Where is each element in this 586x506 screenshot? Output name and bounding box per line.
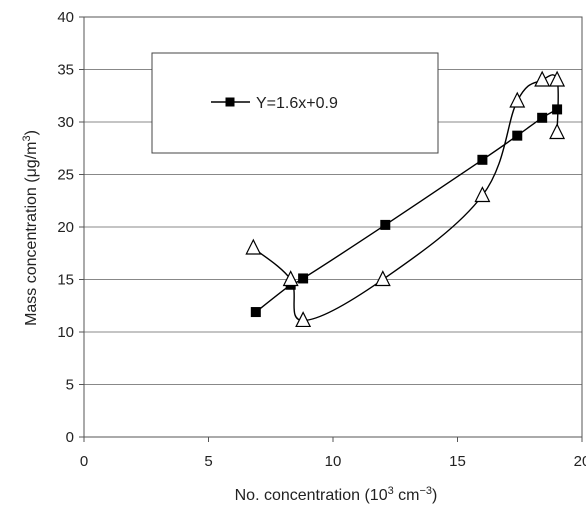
series-1-point [282, 270, 299, 287]
x-tick-label: 0 [80, 453, 88, 470]
series-1-point [245, 238, 262, 255]
x-axis-ticks: 0 5 10 15 20 [80, 437, 586, 470]
y-tick-label: 30 [57, 114, 74, 131]
y-tick-label: 10 [57, 324, 74, 341]
legend-marker-square [225, 97, 235, 107]
x-axis-title: No. concentration (103 cm−3) [235, 485, 438, 504]
y-tick-label: 40 [57, 9, 74, 26]
x-tick-label: 5 [204, 453, 212, 470]
y-axis-title: Mass concentration (μg/m3) [21, 130, 40, 326]
x-tick-label: 20 [574, 453, 586, 470]
series-0-point [512, 130, 523, 141]
y-tick-label: 20 [57, 219, 74, 236]
x-tick-label: 10 [325, 453, 342, 470]
series-markers [245, 70, 566, 328]
x-tick-label: 15 [449, 453, 466, 470]
series-0-point [552, 104, 563, 115]
y-tick-label: 0 [66, 429, 74, 446]
y-tick-label: 25 [57, 167, 74, 184]
series-0-point [380, 219, 391, 230]
y-axis-ticks: 0 5 10 15 20 25 30 35 40 [57, 9, 84, 446]
legend: Y=1.6x+0.9 [151, 52, 439, 154]
y-tick-label: 35 [57, 62, 74, 79]
legend-box [151, 52, 439, 154]
series-1-point [295, 311, 312, 328]
series-0-point [250, 307, 261, 318]
series-1-point [374, 270, 391, 287]
y-tick-label: 5 [66, 377, 74, 394]
series-0-point [537, 112, 548, 123]
legend-label: Y=1.6x+0.9 [256, 95, 338, 112]
series-0-point [298, 273, 309, 284]
series-0-point [477, 154, 488, 165]
series-1-point [549, 70, 566, 87]
series-1-point [534, 70, 551, 87]
y-tick-label: 15 [57, 272, 74, 289]
series-1-point [549, 123, 566, 140]
series-1-point [474, 186, 491, 203]
series-1-point [509, 91, 526, 108]
